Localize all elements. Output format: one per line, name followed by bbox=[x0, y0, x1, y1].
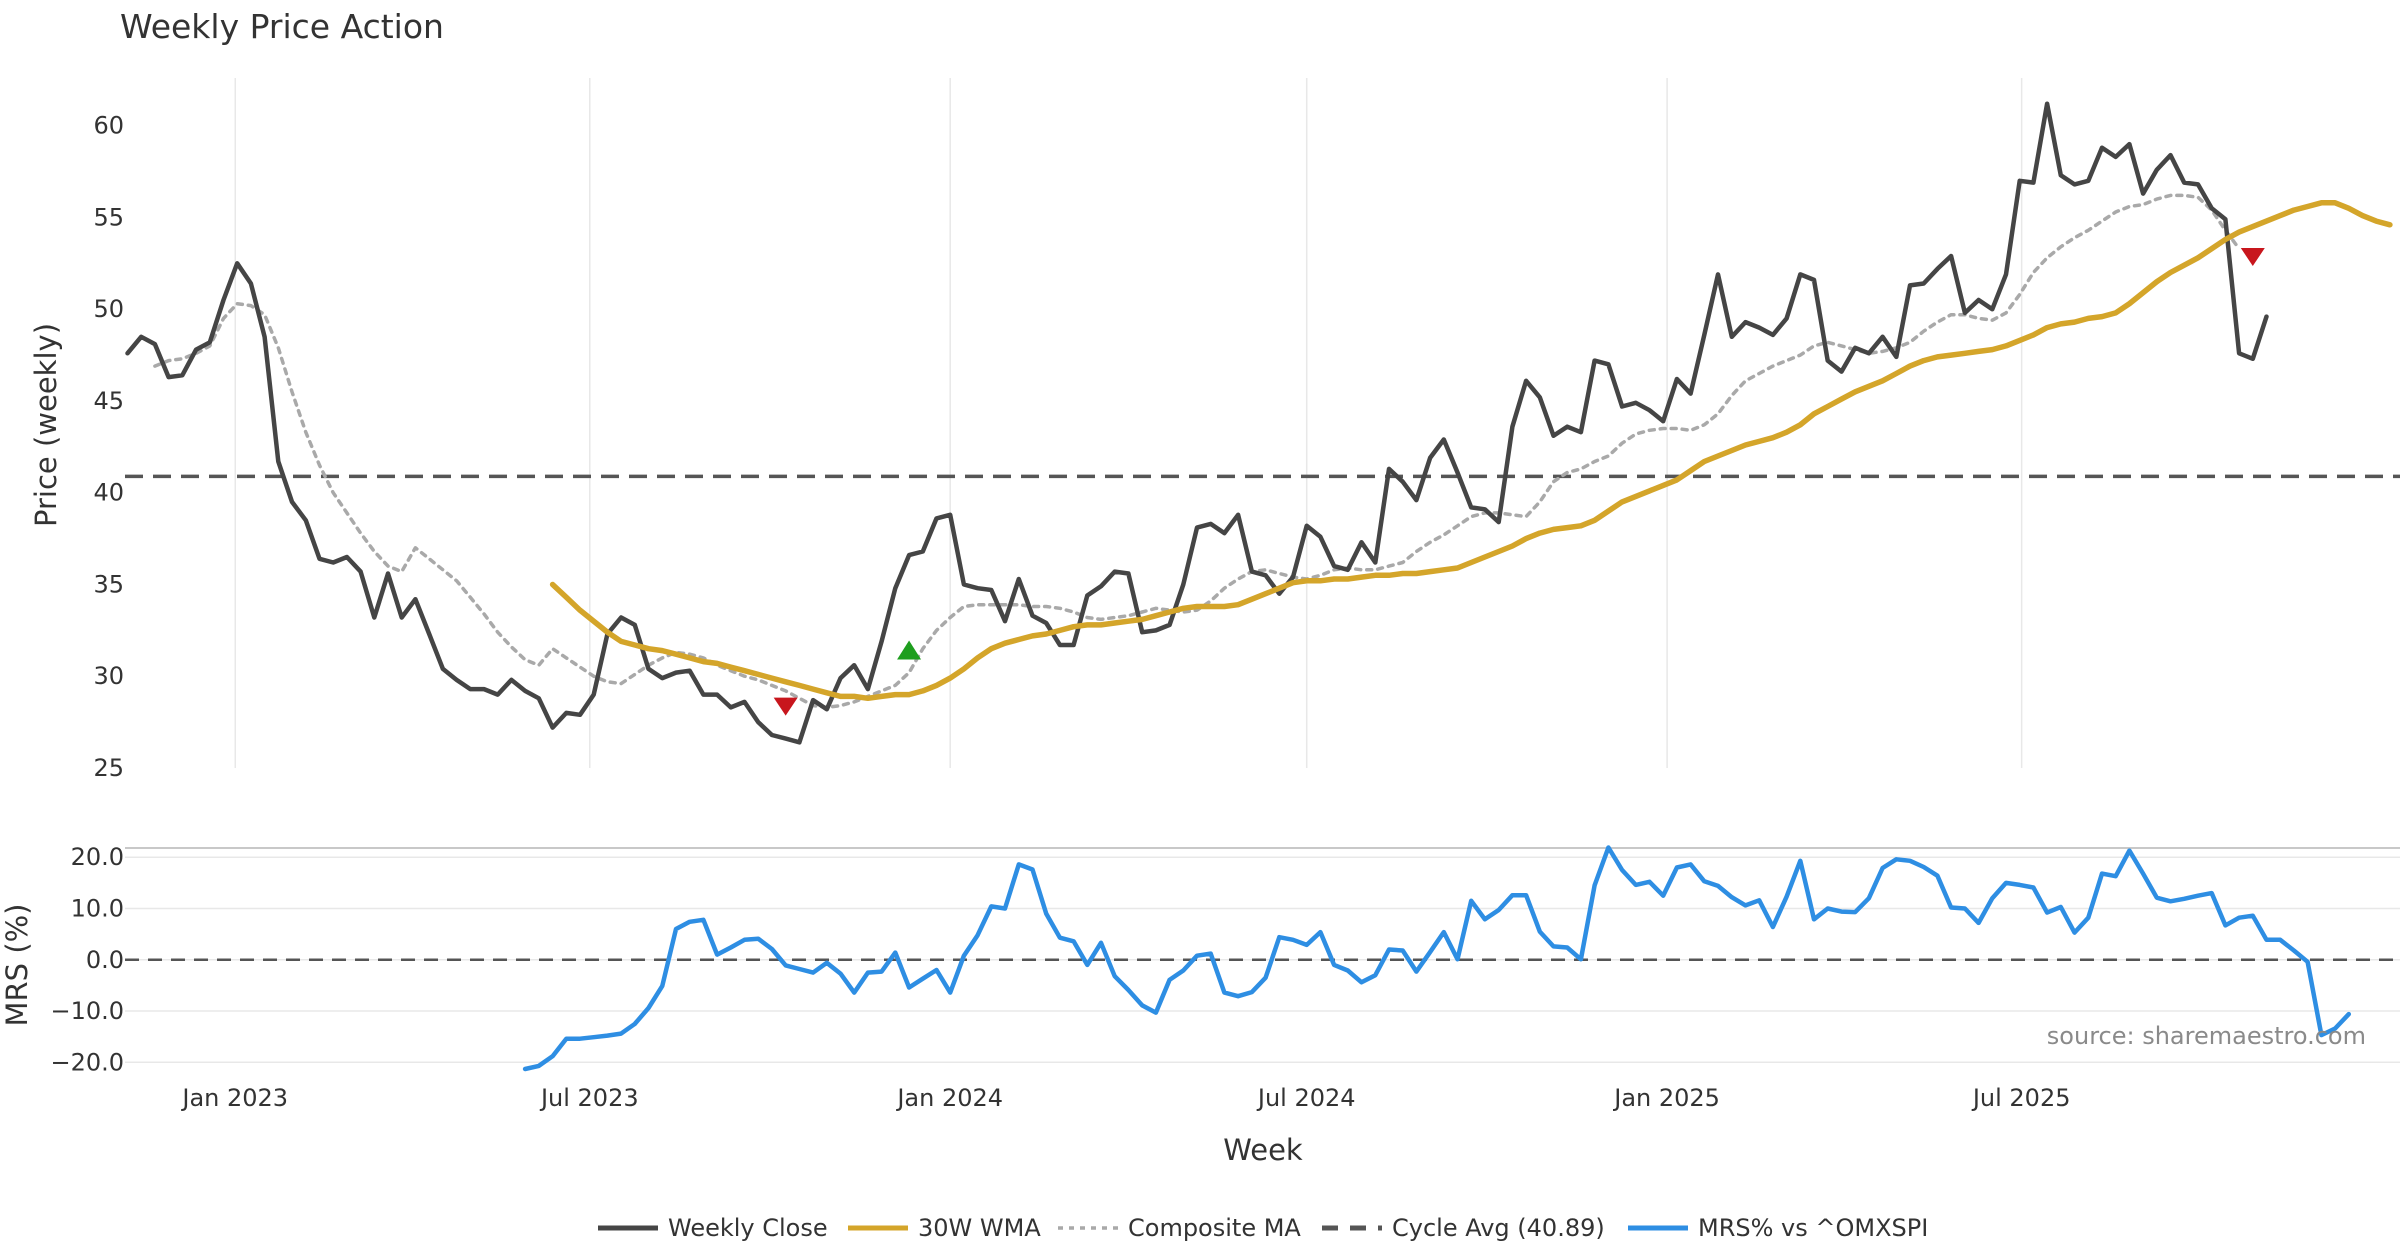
price-y-tick-label: 25 bbox=[93, 754, 124, 782]
sell-signal-marker bbox=[2240, 248, 2265, 267]
mrs-y-tick-label: 20.0 bbox=[71, 843, 124, 871]
price-y-tick-label: 30 bbox=[93, 662, 124, 690]
price-y-tick-label: 45 bbox=[93, 387, 124, 415]
price-y-tick-label: 60 bbox=[93, 112, 124, 140]
x-tick-label: Jul 2025 bbox=[1971, 1084, 2071, 1112]
legend-label: Composite MA bbox=[1128, 1214, 1301, 1242]
mrs-y-tick-label: −20.0 bbox=[50, 1048, 124, 1076]
price-y-tick-label: 50 bbox=[93, 295, 124, 323]
sell-signal-marker bbox=[773, 697, 798, 716]
mrs-y-tick-label: −10.0 bbox=[50, 997, 124, 1025]
mrs-panel: −20.0 −10.0 0.0 10.0 20.0 Jan 2023 Jul 2023 Jan… bbox=[50, 843, 2400, 1112]
price-y-tick-label: 35 bbox=[93, 570, 124, 598]
wma-line bbox=[549, 200, 2393, 702]
x-tick-label: Jul 2024 bbox=[1256, 1084, 1356, 1112]
legend: Weekly Close 30W WMA Composite MA Cycle Avg… bbox=[598, 1214, 1928, 1242]
composite-ma-line bbox=[153, 193, 2241, 710]
legend-item: Weekly Close bbox=[598, 1214, 828, 1242]
x-tick-label: Jan 2024 bbox=[895, 1084, 1003, 1112]
x-tick-label: Jan 2023 bbox=[180, 1084, 288, 1112]
legend-label: Cycle Avg (40.89) bbox=[1392, 1214, 1605, 1242]
x-tick-label: Jan 2025 bbox=[1612, 1084, 1720, 1112]
mrs-y-axis-title: MRS (%) bbox=[0, 904, 34, 1027]
legend-label: 30W WMA bbox=[918, 1214, 1041, 1242]
legend-label: Weekly Close bbox=[668, 1214, 828, 1242]
buy-signal-marker bbox=[897, 640, 922, 660]
mrs-y-tick-label: 10.0 bbox=[71, 894, 124, 922]
price-y-tick-label: 55 bbox=[93, 203, 124, 231]
x-axis-title: Week bbox=[1223, 1133, 1303, 1167]
legend-label: MRS% vs ^OMXSPI bbox=[1698, 1214, 1928, 1242]
mrs-y-tick-label: 0.0 bbox=[86, 946, 124, 974]
legend-item: Composite MA bbox=[1058, 1214, 1301, 1242]
legend-item: Cycle Avg (40.89) bbox=[1322, 1214, 1605, 1242]
legend-item: 30W WMA bbox=[848, 1214, 1041, 1242]
chart-title: Weekly Price Action bbox=[120, 7, 444, 46]
weekly-close-line bbox=[125, 101, 2269, 745]
x-tick-label: Jul 2023 bbox=[539, 1084, 639, 1112]
mrs-line bbox=[522, 845, 2352, 1072]
price-y-axis-title: Price (weekly) bbox=[29, 323, 63, 527]
price-y-tick-label: 40 bbox=[93, 479, 124, 507]
source-note: source: sharemaestro.com bbox=[2047, 1022, 2366, 1050]
price-panel: 25 30 35 40 45 50 55 60 bbox=[93, 78, 2400, 782]
legend-item: MRS% vs ^OMXSPI bbox=[1628, 1214, 1928, 1242]
